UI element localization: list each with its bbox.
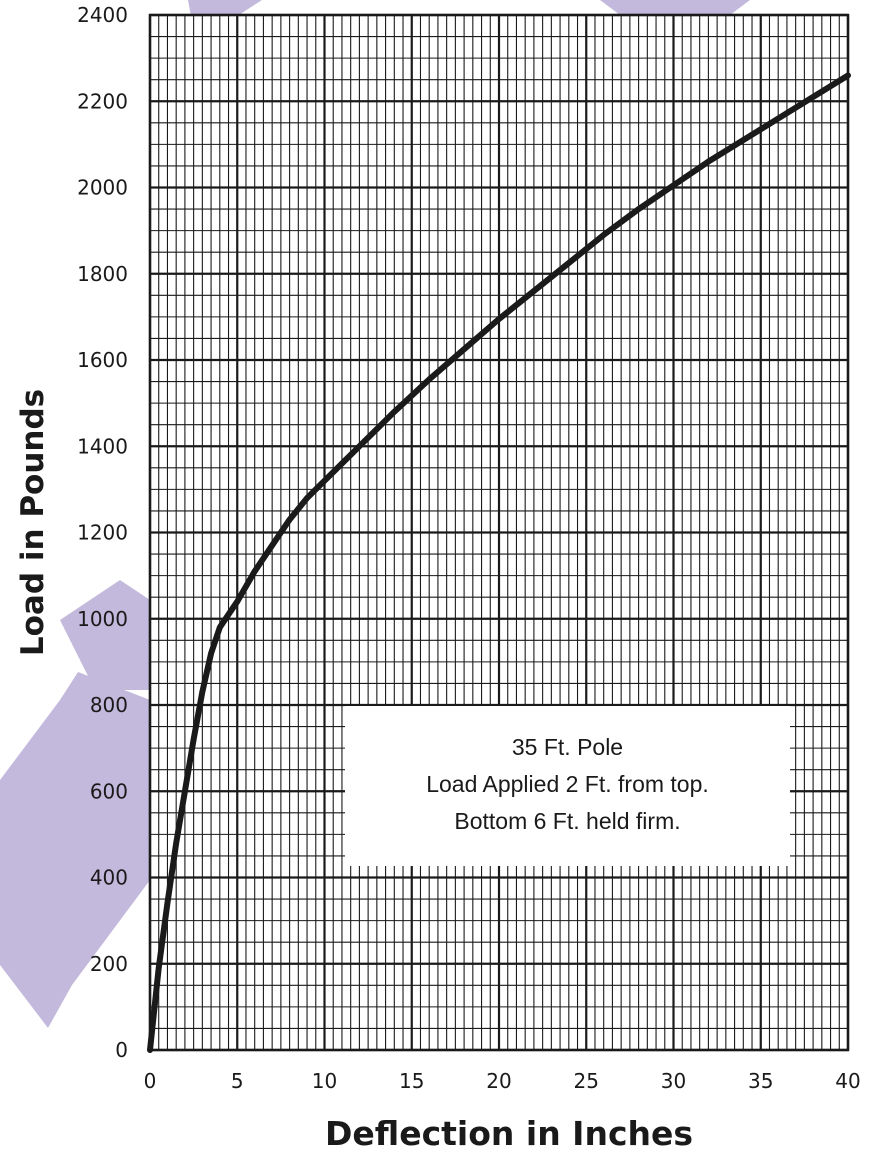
annotation-line-1: 35 Ft. Pole (512, 734, 623, 760)
x-tick-label: 15 (399, 1069, 424, 1093)
annotation-line-2: Load Applied 2 Ft. from top. (426, 771, 709, 797)
x-axis-title: Deflection in Inches (325, 1114, 693, 1153)
y-tick-label: 2200 (77, 89, 128, 113)
x-tick-label: 40 (835, 1069, 860, 1093)
y-tick-label: 1200 (77, 521, 128, 545)
y-tick-label: 1600 (77, 348, 128, 372)
watermark-stripe (600, 0, 750, 15)
annotation-box: 35 Ft. Pole Load Applied 2 Ft. from top.… (345, 706, 790, 866)
watermark-stripe (60, 580, 150, 690)
y-tick-label: 1000 (77, 607, 128, 631)
x-tick-label: 35 (748, 1069, 773, 1093)
y-tick-label: 400 (90, 866, 128, 890)
x-tick-label: 25 (574, 1069, 599, 1093)
x-tick-label: 10 (312, 1069, 337, 1093)
y-tick-label: 200 (90, 952, 128, 976)
y-axis-title: Load in Pounds (15, 389, 51, 656)
y-tick-label: 2000 (77, 176, 128, 200)
watermark-stripe (0, 672, 150, 1028)
watermark (0, 0, 750, 1028)
x-tick-label: 20 (486, 1069, 511, 1093)
y-tick-label: 800 (90, 693, 128, 717)
y-tick-label: 600 (90, 779, 128, 803)
annotation-background (345, 706, 790, 866)
x-tick-labels: 0 5 10 15 20 25 30 35 40 (144, 1069, 861, 1093)
x-tick-label: 30 (661, 1069, 686, 1093)
y-tick-label: 1400 (77, 434, 128, 458)
x-tick-label: 0 (144, 1069, 157, 1093)
load-deflection-curve (147, 72, 851, 1053)
x-tick-label: 5 (231, 1069, 244, 1093)
plot-border (148, 13, 850, 1052)
y-tick-label: 2400 (77, 3, 128, 27)
y-tick-label: 1800 (77, 262, 128, 286)
annotation-line-3: Bottom 6 Ft. held firm. (454, 808, 680, 834)
y-tick-labels: 0 200 400 600 800 1000 1200 1400 1600 1800 2000 220… (77, 3, 128, 1062)
grid (148, 13, 850, 1052)
y-tick-label: 0 (115, 1038, 128, 1062)
